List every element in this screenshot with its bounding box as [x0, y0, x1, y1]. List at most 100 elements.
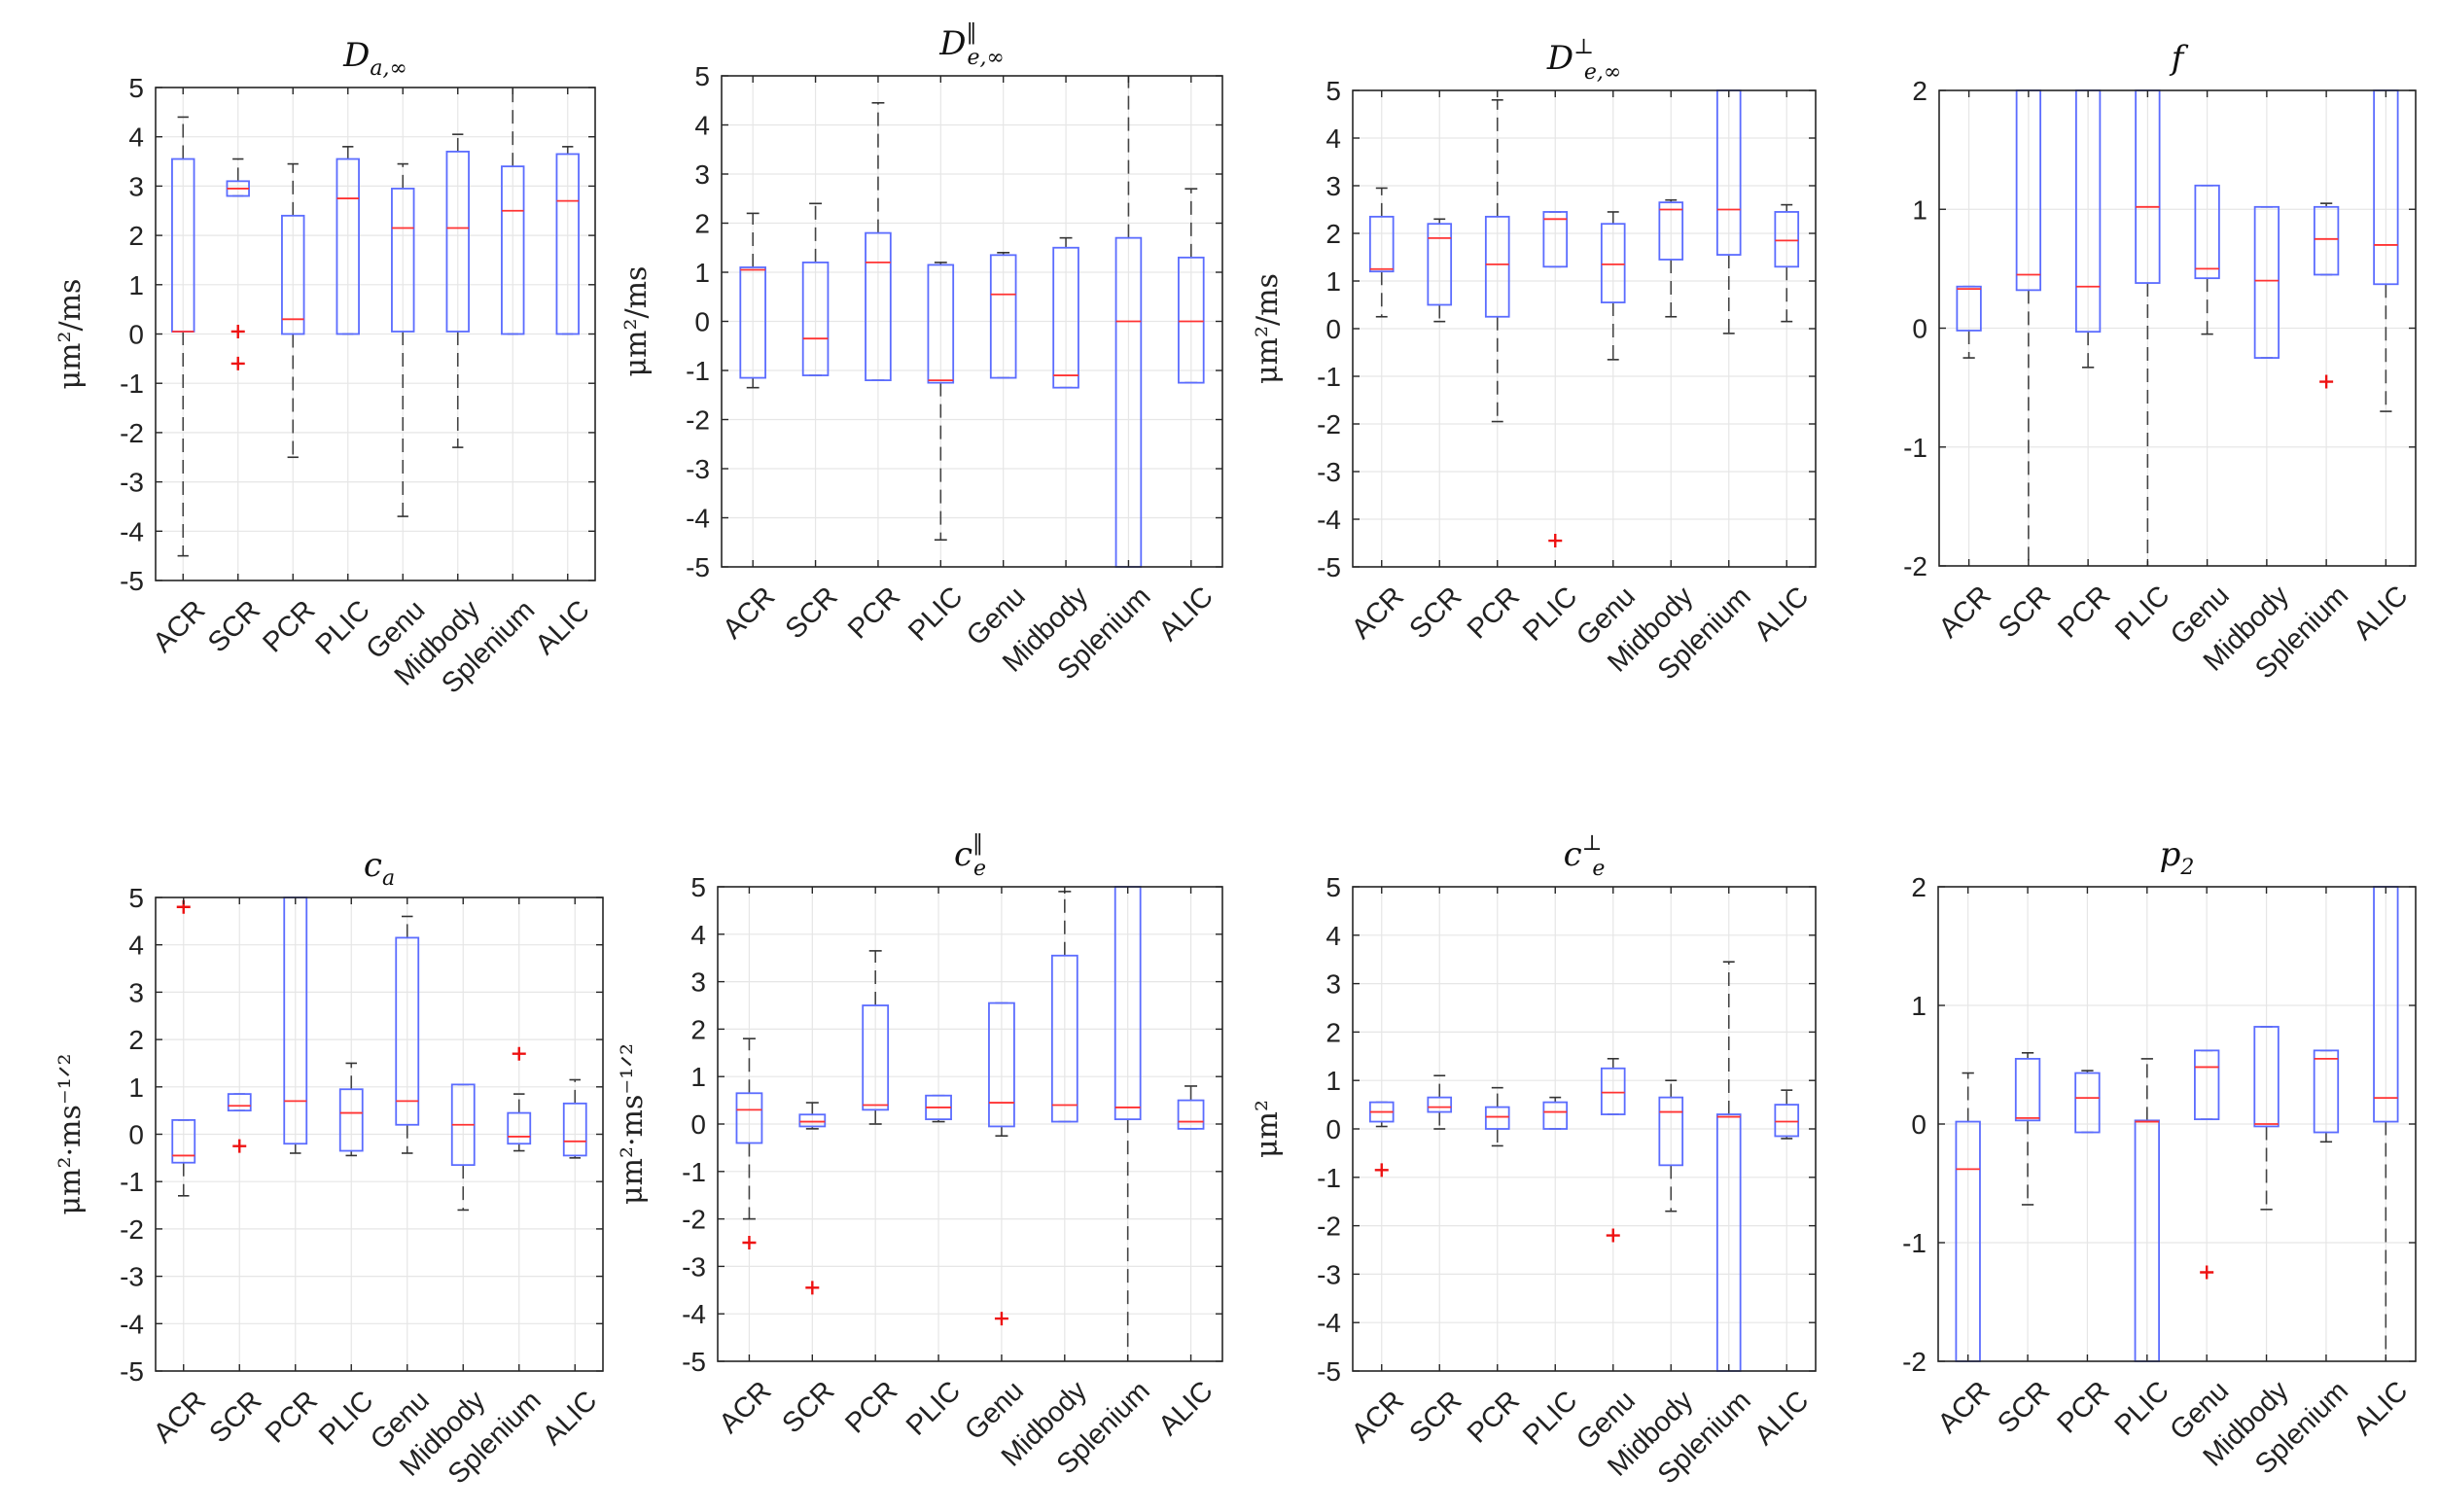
y-tick-label: -3 [1317, 457, 1341, 487]
y-tick-label: 5 [1326, 76, 1341, 106]
chart-title: ca [364, 846, 395, 891]
box-SCR [227, 1093, 252, 1153]
chart-panel-1: -5-4-3-2-1012345ACRSCRPCRPLICGenuMidbody… [53, 36, 596, 700]
y-tick-label: -1 [686, 356, 710, 386]
outlier-marker [512, 1046, 526, 1061]
outlier-marker [1374, 1163, 1389, 1178]
chart-panel-3: -5-4-3-2-1012345ACRSCRPCRPLICGenuMidbody… [1251, 35, 1817, 686]
y-tick-label: -4 [120, 1309, 144, 1339]
box-ALIC [1178, 188, 1205, 384]
chart-title: f [2169, 39, 2189, 78]
y-tick-label: 4 [690, 920, 706, 950]
iqr-box [2074, 1072, 2101, 1134]
outlier-marker [232, 1139, 247, 1153]
y-tick-label: 5 [1326, 872, 1341, 902]
chart-title-superscript: ‖ [972, 831, 983, 856]
box-PLIC [336, 146, 360, 335]
y-tick-label: 2 [690, 1014, 706, 1044]
box-Genu [2194, 184, 2220, 335]
y-tick-label: 3 [128, 171, 144, 201]
y-tick-label: 4 [1326, 921, 1341, 951]
iqr-box [1658, 201, 1684, 261]
y-axis-label: μm²/ms [53, 279, 88, 390]
y-tick-label: -2 [1317, 409, 1341, 440]
box-ALIC [562, 1078, 587, 1159]
iqr-box [445, 151, 470, 333]
y-tick-label: -1 [1902, 1228, 1926, 1258]
box-ALIC [1177, 1085, 1205, 1130]
outlier-marker [1548, 534, 1563, 548]
y-tick-label: -2 [686, 405, 710, 436]
iqr-box [395, 936, 420, 1126]
y-tick-label: 1 [1326, 1066, 1341, 1096]
box-Genu [391, 162, 415, 517]
chart-title-base: D [1546, 39, 1573, 78]
x-tick-label: ALIC [2348, 580, 2414, 646]
iqr-box [1956, 285, 1982, 332]
box-PLIC [1542, 1096, 1569, 1130]
y-tick-label: 0 [128, 320, 144, 350]
y-tick-label: 0 [1912, 314, 1927, 344]
box-Splenium [2313, 202, 2340, 389]
iqr-box [507, 1111, 532, 1145]
outlier-marker [2319, 374, 2334, 389]
box-Midbody [2253, 1026, 2280, 1211]
y-tick-label: -3 [682, 1251, 706, 1282]
x-tick-label: PLIC [313, 1385, 379, 1451]
x-tick-label: ALIC [1749, 1385, 1815, 1451]
box-ACR [1368, 187, 1395, 318]
y-tick-label: -1 [1317, 1163, 1341, 1193]
box-Midbody [445, 133, 470, 448]
iqr-box [927, 264, 955, 384]
x-tick-label: SCR [1403, 1385, 1467, 1449]
x-tick-label: ACR [147, 594, 211, 658]
y-tick-label: -4 [686, 504, 710, 534]
y-tick-label: 4 [128, 123, 144, 153]
box-PCR [865, 101, 892, 382]
x-tick-label: PCR [1462, 580, 1526, 645]
box-ACR [171, 116, 195, 557]
box-ACR [1956, 285, 1982, 359]
box-PLIC [925, 1094, 952, 1123]
y-tick-label: -5 [1317, 552, 1341, 582]
box-PLIC [1542, 211, 1569, 548]
y-tick-label: -2 [1902, 1347, 1926, 1377]
box-Splenium [501, 88, 525, 335]
y-tick-label: -1 [1317, 362, 1341, 392]
iqr-box [2313, 205, 2340, 276]
iqr-box [281, 214, 305, 335]
chart-title-subscript: a,∞ [370, 56, 406, 81]
x-tick-label: PLIC [901, 1375, 967, 1441]
chart-title-subscript: a [382, 866, 395, 891]
y-tick-label: -1 [120, 369, 144, 399]
iqr-box [1658, 1096, 1684, 1167]
x-tick-label: ALIC [1749, 580, 1815, 647]
x-tick-label: ACR [1346, 1385, 1410, 1449]
box-PCR [1484, 99, 1510, 423]
y-tick-label: 3 [1326, 969, 1341, 1000]
x-tick-label: PLIC [1517, 580, 1583, 647]
y-tick-label: -4 [682, 1299, 706, 1329]
iqr-box [555, 153, 580, 335]
x-tick-label: ACR [1933, 580, 1997, 644]
x-tick-label: PCR [257, 594, 321, 658]
y-tick-label: 0 [1326, 1114, 1341, 1144]
x-tick-label: PCR [839, 1375, 903, 1439]
y-tick-label: 1 [1912, 194, 1927, 225]
box-SCR [1427, 1074, 1453, 1130]
x-tick-label: ACR [148, 1385, 212, 1449]
chart-title: p2 [2160, 835, 2195, 880]
y-tick-label: -5 [686, 552, 710, 582]
y-tick-label: 2 [1911, 872, 1926, 902]
y-axis-label: μm² [1251, 1100, 1285, 1158]
box-Splenium [507, 1046, 532, 1152]
y-tick-label: 3 [128, 977, 144, 1007]
box-SCR [2014, 1052, 2041, 1206]
y-tick-label: 1 [1326, 266, 1341, 297]
chart-title-base: c [364, 846, 382, 885]
iqr-box [735, 1092, 763, 1144]
y-tick-label: -3 [686, 454, 710, 484]
x-tick-label: ALIC [1153, 580, 1220, 647]
y-tick-label: 2 [1326, 1017, 1341, 1047]
x-tick-label: PLIC [310, 594, 376, 660]
